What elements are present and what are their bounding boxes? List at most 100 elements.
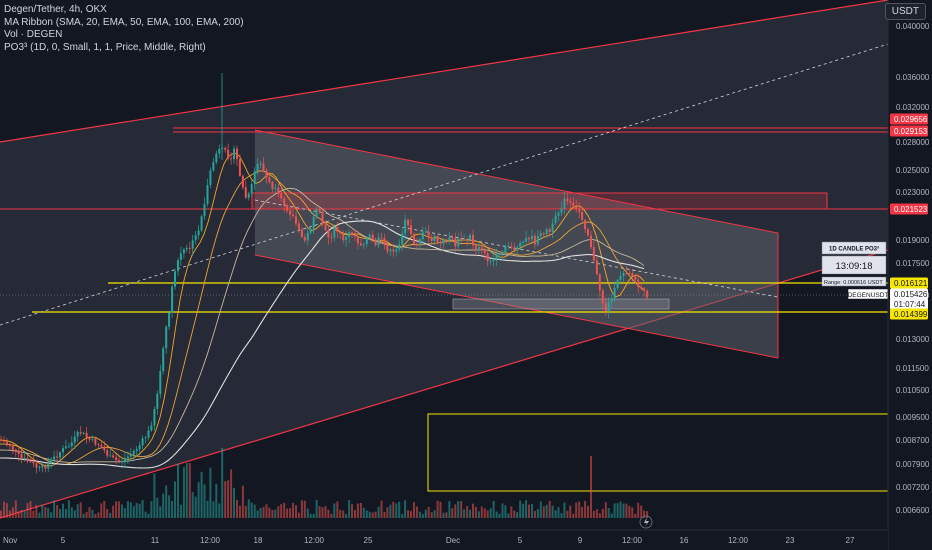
candle-147 xyxy=(433,233,436,245)
candle-body xyxy=(533,235,536,245)
candle-115 xyxy=(339,229,342,239)
candle-body xyxy=(38,467,41,469)
descending-channel-fill xyxy=(255,130,778,358)
candle-190 xyxy=(560,202,563,217)
price-tag-label: 0.021523 xyxy=(894,205,928,214)
candle-36 xyxy=(106,445,109,459)
candle-body xyxy=(156,393,159,409)
volume-bar-6 xyxy=(17,511,20,518)
candle-body xyxy=(47,463,50,469)
candle-21 xyxy=(62,444,64,458)
volume-bar-192 xyxy=(566,510,569,518)
candle-170 xyxy=(501,250,504,261)
candle-body xyxy=(504,247,507,253)
volume-bar-120 xyxy=(354,509,356,518)
symbol-title[interactable]: Degen/Tether, 4h, OKX xyxy=(4,4,107,15)
candle-body xyxy=(622,273,625,276)
candle-40 xyxy=(118,456,120,464)
candle-body xyxy=(356,236,359,244)
candle-body xyxy=(203,203,206,217)
price-tag: 0.015426 xyxy=(890,288,928,300)
candle-body xyxy=(545,229,548,235)
candle-body xyxy=(315,208,318,217)
candle-200 xyxy=(590,230,592,250)
candle-83 xyxy=(244,180,247,200)
price-tag: 0.014399 xyxy=(890,308,928,320)
candle-162 xyxy=(477,243,480,255)
candle-169 xyxy=(498,252,501,261)
candle-47 xyxy=(138,441,141,456)
volume-bar-110 xyxy=(324,506,327,518)
candle-102 xyxy=(300,227,303,238)
volume-bar-12 xyxy=(35,504,38,518)
candle-145 xyxy=(427,225,430,242)
candle-body xyxy=(522,241,525,243)
candle-191 xyxy=(563,192,566,215)
candle-46 xyxy=(135,445,138,457)
volume-bar-77 xyxy=(227,480,230,518)
price-tag-box xyxy=(890,203,928,215)
candle-29 xyxy=(85,426,88,444)
candle-185 xyxy=(545,227,548,239)
volume-bar-219 xyxy=(646,511,649,518)
candle-174 xyxy=(513,243,516,253)
volume-bar-62 xyxy=(182,467,185,518)
candle-body xyxy=(380,237,383,239)
volume-bar-213 xyxy=(628,505,631,518)
volume-bar-151 xyxy=(445,512,448,518)
indicator-volume[interactable]: Vol · DEGEN xyxy=(4,29,63,40)
volume-bar-136 xyxy=(401,513,404,518)
candle-86 xyxy=(253,167,256,191)
candle-body xyxy=(233,148,235,160)
volume-bar-130 xyxy=(383,512,386,518)
candle-body xyxy=(236,148,238,160)
candle-body xyxy=(613,288,616,300)
candle-67 xyxy=(197,225,200,240)
candle-body xyxy=(118,460,120,462)
price-tag-box xyxy=(890,277,928,289)
x-tick-label: Dec xyxy=(446,536,460,545)
candle-body xyxy=(238,159,241,176)
candle-6 xyxy=(17,446,20,461)
candle-body xyxy=(244,187,247,198)
candle-97 xyxy=(286,203,289,214)
volume-bar-190 xyxy=(560,513,563,518)
candle-body xyxy=(590,235,592,248)
candle-85 xyxy=(250,180,253,197)
price-axis[interactable]: 0.040000 0.036000 0.032000 0.028000 0.025000… xyxy=(887,0,932,550)
candle-198 xyxy=(584,218,587,233)
volume-bar-171 xyxy=(504,505,507,518)
indicator-po3[interactable]: PO3³ (1D, 0, Small, 1, 1, Price, Middle,… xyxy=(4,41,206,53)
candle-32 xyxy=(94,436,97,447)
candle-body xyxy=(519,242,522,248)
candle-65 xyxy=(191,235,194,256)
candle-body xyxy=(8,444,11,446)
candle-1 xyxy=(3,436,5,444)
candle-body xyxy=(427,231,430,238)
candle-body xyxy=(601,290,604,304)
candle-body xyxy=(295,216,297,224)
candle-body xyxy=(498,253,501,255)
candle-body xyxy=(631,273,634,276)
po3-range-box xyxy=(821,276,887,287)
target-box xyxy=(427,413,889,492)
volume-bar-204 xyxy=(601,508,604,518)
indicator-ma-ribbon[interactable]: MA Ribbon (SMA, 20, EMA, 50, EMA, 100, E… xyxy=(4,16,244,28)
currency-button[interactable]: USDT xyxy=(884,3,926,20)
volume-bar-8 xyxy=(23,510,26,518)
volume-bar-98 xyxy=(289,508,292,518)
volume-bar-184 xyxy=(542,506,545,518)
volume-bar-16 xyxy=(47,507,50,518)
candle-body xyxy=(103,446,106,451)
candle-129 xyxy=(380,232,383,244)
candle-body xyxy=(640,286,643,289)
candle-body xyxy=(62,448,64,453)
candle-body xyxy=(489,261,492,262)
time-axis[interactable]: Nov 5 11 12:00 18 12:00 25 Dec 5 9 12:00 16 12:00 23 2… xyxy=(0,529,888,550)
candle-body xyxy=(23,457,26,459)
y-tick-label: 0.013000 xyxy=(896,335,930,344)
candle-118 xyxy=(348,229,351,243)
volume-bar-115 xyxy=(339,509,342,518)
lightning-icon[interactable] xyxy=(639,515,653,529)
